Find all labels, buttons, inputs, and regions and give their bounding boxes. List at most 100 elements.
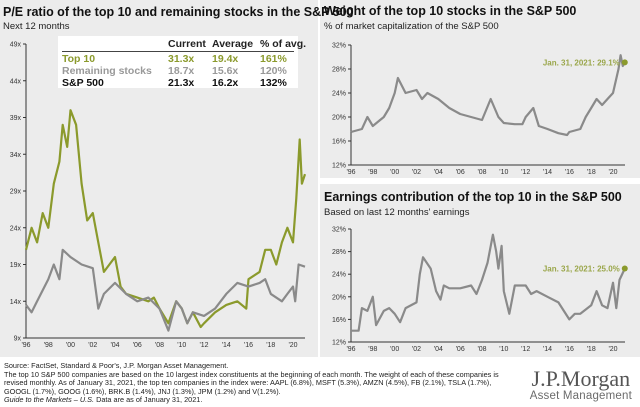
x-tick-label: '12 bbox=[521, 346, 530, 353]
earnings-title: Earnings contribution of the top 10 in t… bbox=[324, 190, 622, 204]
y-tick-label: 16% bbox=[332, 139, 346, 146]
cell: 15.6x bbox=[212, 65, 239, 77]
cell: 132% bbox=[260, 77, 287, 89]
footnotes: Source: FactSet, Standard & Poor's, J.P.… bbox=[4, 361, 504, 405]
table-row-top10: Top 10 31.3x 19.4x 161% bbox=[62, 53, 294, 66]
table-header: Current Average % of avg. bbox=[62, 38, 306, 52]
x-tick-label: '04 bbox=[110, 342, 119, 349]
x-tick-label: '10 bbox=[177, 342, 186, 349]
y-tick-label: 19x bbox=[10, 262, 22, 269]
x-tick-label: '16 bbox=[565, 169, 574, 176]
series-line bbox=[350, 54, 626, 137]
cell: 18.7x bbox=[168, 65, 195, 77]
guide-note: Guide to the Markets – U.S. Data are as … bbox=[4, 395, 504, 405]
earnings-panel bbox=[320, 184, 640, 357]
logo-subtitle: Asset Management bbox=[529, 390, 632, 402]
cell: S&P 500 bbox=[62, 77, 104, 89]
cell: 16.2x bbox=[212, 77, 239, 89]
pe-subtitle: Next 12 months bbox=[3, 21, 70, 32]
cell: 161% bbox=[260, 53, 287, 65]
x-tick-label: '20 bbox=[288, 342, 297, 349]
x-tick-label: '14 bbox=[222, 342, 231, 349]
x-tick-label: '02 bbox=[412, 346, 421, 353]
y-tick-label: 20% bbox=[332, 294, 346, 301]
x-tick-label: '04 bbox=[434, 169, 443, 176]
x-tick-label: '96 bbox=[346, 169, 355, 176]
series-line bbox=[351, 233, 626, 332]
weight-panel bbox=[320, 0, 640, 178]
x-tick-label: '98 bbox=[368, 346, 377, 353]
guide-title: Guide to the Markets – U.S. bbox=[4, 395, 95, 404]
x-tick-label: '20 bbox=[608, 346, 617, 353]
y-tick-label: 32% bbox=[332, 43, 346, 50]
cell: 31.3x bbox=[168, 53, 195, 65]
header-current: Current bbox=[168, 38, 206, 50]
y-tick-label: 49x bbox=[10, 42, 22, 49]
cell: Remaining stocks bbox=[62, 65, 152, 77]
y-tick-label: 24% bbox=[332, 91, 346, 98]
y-tick-label: 9x bbox=[14, 336, 22, 343]
y-tick-label: 14x bbox=[10, 299, 22, 306]
x-tick-label: '00 bbox=[390, 169, 399, 176]
y-tick-label: 20% bbox=[332, 115, 346, 122]
y-tick-label: 24x bbox=[10, 225, 22, 232]
methodology-note: The top 10 S&P 500 companies are based o… bbox=[4, 369, 499, 396]
y-tick-label: 16% bbox=[332, 317, 346, 324]
header-average: Average bbox=[212, 38, 254, 50]
y-tick-label: 32% bbox=[332, 227, 346, 234]
y-tick-label: 29x bbox=[10, 189, 22, 196]
x-tick-label: '08 bbox=[155, 342, 164, 349]
x-tick-label: '08 bbox=[477, 169, 486, 176]
header-pct-avg: % of avg. bbox=[260, 38, 307, 50]
y-tick-label: 44x bbox=[10, 78, 22, 85]
logo-wordmark: J.P.Morgan bbox=[531, 366, 631, 391]
x-tick-label: '98 bbox=[44, 342, 53, 349]
cell: Top 10 bbox=[62, 53, 96, 65]
source-note: Source: FactSet, Standard & Poor's, J.P.… bbox=[4, 361, 229, 370]
latest-point-marker bbox=[621, 265, 628, 272]
x-tick-label: '06 bbox=[133, 342, 142, 349]
table-row-remaining: Remaining stocks 18.7x 15.6x 120% bbox=[62, 65, 294, 78]
x-tick-label: '18 bbox=[266, 342, 275, 349]
x-tick-label: '02 bbox=[412, 169, 421, 176]
y-tick-label: 39x bbox=[10, 115, 22, 122]
y-tick-label: 28% bbox=[332, 67, 346, 74]
x-tick-label: '06 bbox=[456, 346, 465, 353]
x-tick-label: '96 bbox=[21, 342, 30, 349]
weight-subtitle: % of market capitalization of the S&P 50… bbox=[324, 21, 499, 32]
x-tick-label: '02 bbox=[88, 342, 97, 349]
latest-value-annotation: Jan. 31, 2021: 25.0% bbox=[543, 265, 620, 274]
x-tick-label: '14 bbox=[543, 169, 552, 176]
latest-point-marker bbox=[621, 59, 628, 66]
x-tick-label: '00 bbox=[66, 342, 75, 349]
y-tick-label: 34x bbox=[10, 152, 22, 159]
x-tick-label: '96 bbox=[346, 346, 355, 353]
data-date: Data are as of January 31, 2021. bbox=[94, 395, 203, 404]
x-tick-label: '18 bbox=[587, 346, 596, 353]
x-tick-label: '16 bbox=[565, 346, 574, 353]
pe-title: P/E ratio of the top 10 and remaining st… bbox=[3, 5, 354, 19]
x-tick-label: '04 bbox=[434, 346, 443, 353]
x-tick-label: '10 bbox=[499, 169, 508, 176]
table-row-sp500: S&P 500 21.3x 16.2x 132% bbox=[62, 77, 294, 90]
x-tick-label: '18 bbox=[587, 169, 596, 176]
earnings-subtitle: Based on last 12 months' earnings bbox=[324, 207, 470, 218]
y-tick-label: 24% bbox=[332, 272, 346, 279]
x-tick-label: '08 bbox=[477, 346, 486, 353]
top-10-line bbox=[24, 109, 307, 329]
cell: 21.3x bbox=[168, 77, 195, 89]
x-tick-label: '16 bbox=[244, 342, 253, 349]
cell: 120% bbox=[260, 65, 287, 77]
x-tick-label: '12 bbox=[199, 342, 208, 349]
y-tick-label: 28% bbox=[332, 249, 346, 256]
latest-value-annotation: Jan. 31, 2021: 29.1% bbox=[543, 58, 620, 67]
x-tick-label: '12 bbox=[521, 169, 530, 176]
x-tick-label: '98 bbox=[368, 169, 377, 176]
y-tick-label: 12% bbox=[332, 340, 346, 347]
weight-title: Weight of the top 10 stocks in the S&P 5… bbox=[324, 4, 577, 18]
cell: 19.4x bbox=[212, 53, 239, 65]
jpmorgan-logo: J.P.Morgan Asset Management bbox=[529, 366, 632, 403]
y-tick-label: 12% bbox=[332, 163, 346, 170]
pe-summary-table: Current Average % of avg. Top 10 31.3x 1… bbox=[58, 36, 306, 90]
